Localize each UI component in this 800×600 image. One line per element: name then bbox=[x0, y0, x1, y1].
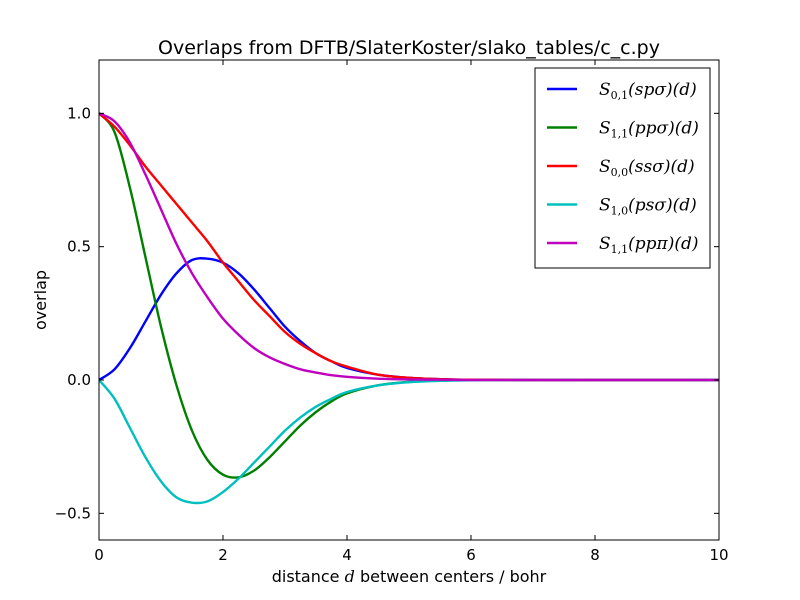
legend-label-sub: 1,1 bbox=[611, 243, 629, 256]
legend-label-rest: (ssσ)(d) bbox=[628, 157, 694, 177]
x-tick-label: 2 bbox=[218, 546, 228, 564]
y-tick-label: 0.5 bbox=[67, 238, 91, 256]
legend-box bbox=[534, 67, 711, 269]
legend-label: S1,0(psσ)(d) bbox=[599, 196, 697, 218]
series-line-4 bbox=[99, 112, 719, 382]
legend-label-sub: 1,1 bbox=[611, 128, 629, 141]
legend-label-rest: (spσ)(d) bbox=[628, 80, 697, 100]
legend-label-main: S bbox=[599, 157, 611, 177]
x-tick-label: 6 bbox=[466, 546, 476, 564]
legend-label-sub: 1,0 bbox=[611, 205, 629, 218]
legend-label: S1,1(ppσ)(d) bbox=[599, 119, 699, 141]
x-tick-label: 4 bbox=[342, 546, 352, 564]
legend-label: S0,0(ssσ)(d) bbox=[599, 157, 695, 179]
legend-label-sub: 0,1 bbox=[611, 89, 629, 102]
x-axis-label-post: between centers / bohr bbox=[355, 567, 547, 586]
legend-items: S0,1(spσ)(d)S1,1(ppσ)(d)S0,0(ssσ)(d)S1,0… bbox=[547, 80, 699, 256]
series-layer bbox=[99, 112, 719, 505]
legend-label-rest: (psσ)(d) bbox=[628, 196, 697, 216]
y-tick-label: −0.5 bbox=[55, 504, 91, 522]
legend-label-sub: 0,0 bbox=[611, 166, 629, 179]
legend-label-main: S bbox=[599, 234, 611, 254]
x-axis-label: distance d between centers / bohr bbox=[272, 567, 547, 586]
legend-label-rest: (ppσ)(d) bbox=[628, 119, 699, 139]
y-tick-label: 1.0 bbox=[67, 104, 91, 122]
legend-label-main: S bbox=[599, 80, 611, 100]
series-line-0 bbox=[99, 257, 719, 382]
x-tick-label: 10 bbox=[709, 546, 728, 564]
x-axis-label-pre: distance bbox=[272, 567, 345, 586]
x-tick-label: 8 bbox=[590, 546, 600, 564]
legend-label-rest: (ppπ)(d) bbox=[628, 234, 698, 254]
legend: S0,1(spσ)(d)S1,1(ppσ)(d)S0,0(ssσ)(d)S1,0… bbox=[534, 67, 711, 269]
x-axis-label-var: d bbox=[345, 567, 355, 586]
legend-label-main: S bbox=[599, 119, 611, 139]
y-axis-label: overlap bbox=[31, 270, 50, 330]
legend-label: S0,1(spσ)(d) bbox=[599, 80, 697, 102]
x-tick-label: 0 bbox=[94, 546, 104, 564]
legend-label-main: S bbox=[599, 196, 611, 216]
ticks-layer: 0 2 4 6 8 10 −0.5 0.0 0.5 1.0 bbox=[55, 60, 729, 564]
plot-frame bbox=[98, 59, 720, 541]
y-tick-label: 0.0 bbox=[67, 371, 91, 389]
legend-label: S1,1(ppπ)(d) bbox=[599, 234, 699, 256]
chart-title: Overlaps from DFTB/SlaterKoster/slako_ta… bbox=[158, 37, 660, 59]
series-line-3 bbox=[99, 378, 719, 505]
